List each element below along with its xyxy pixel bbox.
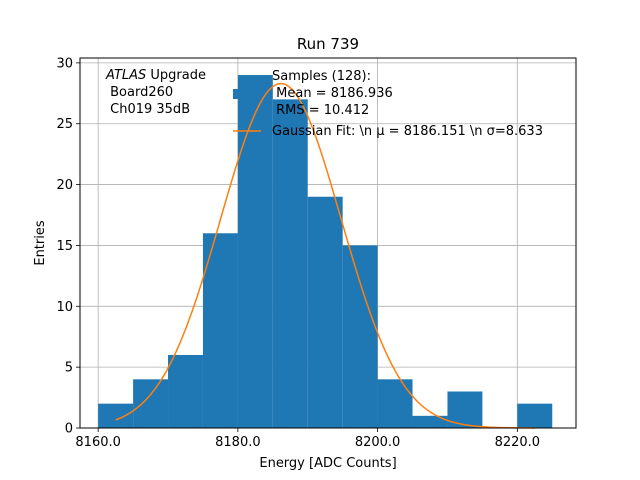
histogram-bar — [272, 99, 308, 428]
atlas-annotation: ATLAS Upgrade Board260 Ch019 35dB — [105, 68, 206, 117]
legend-fit-label: Gaussian Fit: \n μ = 8186.151 \n σ=8.633 — [272, 124, 543, 139]
annotation-line-1: ATLAS Upgrade — [105, 68, 206, 83]
legend: Samples (128): Mean = 8186.936 RMS = 10.… — [233, 69, 543, 139]
x-tick-label: 8160.0 — [75, 435, 121, 450]
histogram-bar — [133, 379, 169, 428]
histogram-bar — [202, 233, 238, 428]
x-axis-ticks: 8160.0 8180.0 8200.0 8220.0 — [75, 428, 540, 450]
y-tick-label: 10 — [56, 300, 73, 315]
histogram-bar — [307, 196, 343, 428]
legend-histogram-line-3: RMS = 10.412 — [272, 103, 369, 118]
legend-histogram-swatch — [233, 89, 261, 99]
legend-histogram-line-2: Mean = 8186.936 — [272, 86, 393, 101]
annotation-line-3: Ch019 35dB — [106, 102, 190, 117]
histogram-bar — [377, 379, 413, 428]
legend-histogram-line-1: Samples (128): — [272, 69, 371, 84]
atlas-label: ATLAS — [105, 68, 146, 83]
histogram-bar — [342, 245, 378, 428]
y-tick-label: 20 — [56, 178, 73, 193]
histogram-bar — [98, 403, 134, 428]
x-tick-label: 8200.0 — [355, 435, 401, 450]
y-tick-label: 30 — [56, 56, 73, 71]
y-axis-ticks: 0 5 10 15 20 25 30 — [56, 56, 80, 437]
histogram-bar — [168, 354, 203, 428]
histogram-bar — [237, 75, 273, 428]
histogram-bar — [412, 415, 448, 428]
y-tick-label: 15 — [56, 239, 73, 254]
gaussian-fit-curve — [115, 82, 535, 429]
y-tick-label: 5 — [65, 361, 73, 376]
x-tick-label: 8180.0 — [215, 435, 261, 450]
y-axis-label: Entries — [33, 220, 48, 266]
x-axis-label: Energy [ADC Counts] — [259, 456, 396, 471]
upgrade-label: Upgrade — [146, 68, 206, 83]
y-tick-label: 0 — [65, 422, 73, 437]
y-tick-label: 25 — [56, 117, 73, 132]
histogram-bar — [517, 403, 553, 428]
plot-frame — [79, 57, 577, 429]
chart-title: Run 739 — [297, 35, 359, 53]
histogram-bars — [98, 75, 553, 428]
annotation-line-2: Board260 — [106, 85, 173, 100]
x-tick-label: 8220.0 — [495, 435, 541, 450]
